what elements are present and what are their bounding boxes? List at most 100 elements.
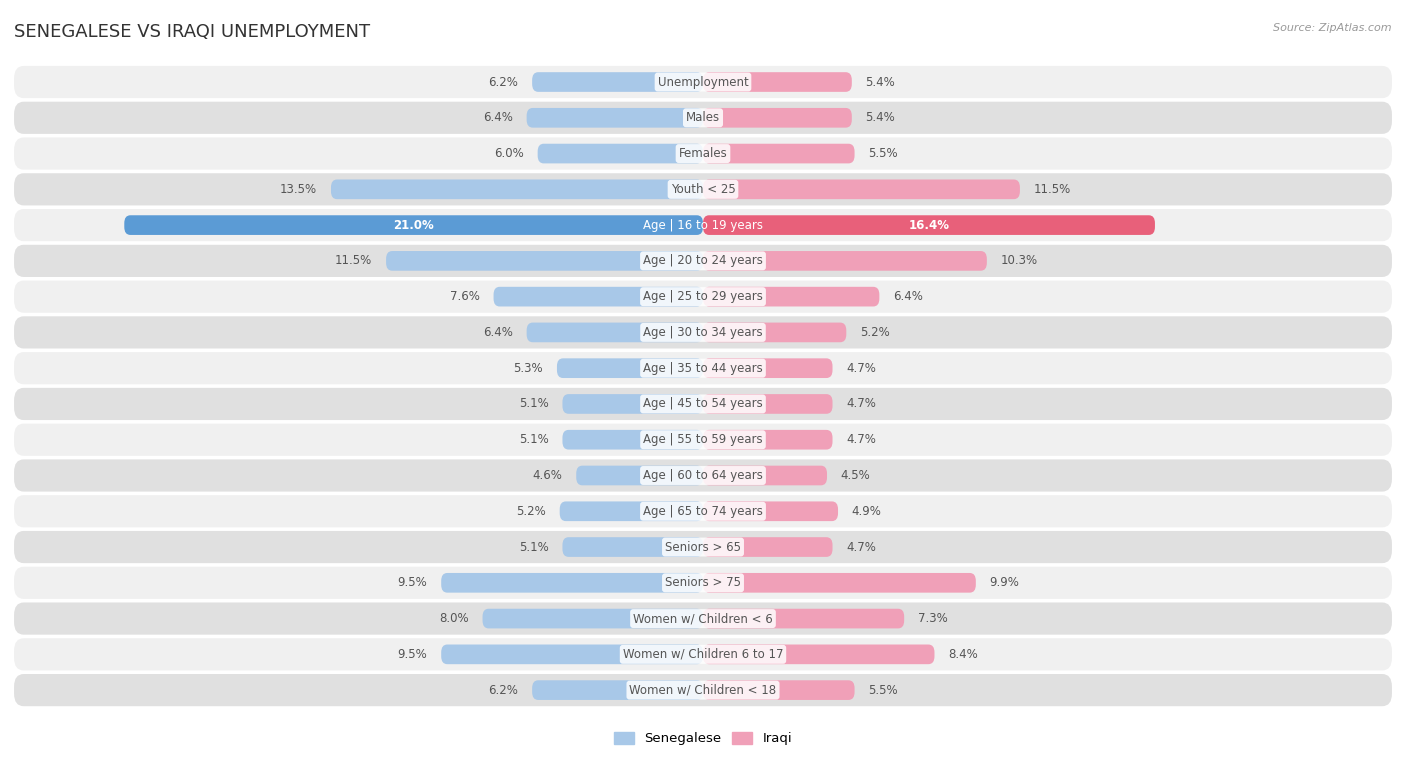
FancyBboxPatch shape xyxy=(527,108,703,128)
FancyBboxPatch shape xyxy=(14,138,1392,170)
Text: 21.0%: 21.0% xyxy=(394,219,434,232)
FancyBboxPatch shape xyxy=(14,245,1392,277)
FancyBboxPatch shape xyxy=(531,681,703,700)
FancyBboxPatch shape xyxy=(14,638,1392,671)
Text: Women w/ Children < 18: Women w/ Children < 18 xyxy=(630,684,776,696)
FancyBboxPatch shape xyxy=(14,209,1392,241)
Text: Age | 65 to 74 years: Age | 65 to 74 years xyxy=(643,505,763,518)
FancyBboxPatch shape xyxy=(387,251,703,271)
Text: 6.0%: 6.0% xyxy=(494,147,524,160)
FancyBboxPatch shape xyxy=(703,681,855,700)
FancyBboxPatch shape xyxy=(562,537,703,557)
FancyBboxPatch shape xyxy=(14,352,1392,385)
FancyBboxPatch shape xyxy=(527,322,703,342)
FancyBboxPatch shape xyxy=(703,644,935,664)
FancyBboxPatch shape xyxy=(703,466,827,485)
Text: 9.9%: 9.9% xyxy=(990,576,1019,589)
FancyBboxPatch shape xyxy=(330,179,703,199)
FancyBboxPatch shape xyxy=(494,287,703,307)
FancyBboxPatch shape xyxy=(14,531,1392,563)
Legend: Senegalese, Iraqi: Senegalese, Iraqi xyxy=(609,727,797,750)
FancyBboxPatch shape xyxy=(482,609,703,628)
FancyBboxPatch shape xyxy=(14,495,1392,528)
Text: Males: Males xyxy=(686,111,720,124)
FancyBboxPatch shape xyxy=(562,394,703,414)
Text: 5.2%: 5.2% xyxy=(516,505,546,518)
Text: 7.6%: 7.6% xyxy=(450,290,479,303)
FancyBboxPatch shape xyxy=(124,215,703,235)
FancyBboxPatch shape xyxy=(14,66,1392,98)
FancyBboxPatch shape xyxy=(557,358,703,378)
FancyBboxPatch shape xyxy=(703,573,976,593)
Text: Women w/ Children 6 to 17: Women w/ Children 6 to 17 xyxy=(623,648,783,661)
FancyBboxPatch shape xyxy=(441,573,703,593)
Text: Seniors > 65: Seniors > 65 xyxy=(665,540,741,553)
Text: 6.4%: 6.4% xyxy=(484,111,513,124)
Text: 6.4%: 6.4% xyxy=(484,326,513,339)
Text: SENEGALESE VS IRAQI UNEMPLOYMENT: SENEGALESE VS IRAQI UNEMPLOYMENT xyxy=(14,23,370,41)
Text: Seniors > 75: Seniors > 75 xyxy=(665,576,741,589)
Text: 13.5%: 13.5% xyxy=(280,183,318,196)
FancyBboxPatch shape xyxy=(14,388,1392,420)
FancyBboxPatch shape xyxy=(14,173,1392,205)
FancyBboxPatch shape xyxy=(14,316,1392,348)
Text: Age | 20 to 24 years: Age | 20 to 24 years xyxy=(643,254,763,267)
FancyBboxPatch shape xyxy=(703,501,838,521)
FancyBboxPatch shape xyxy=(14,603,1392,634)
FancyBboxPatch shape xyxy=(703,358,832,378)
Text: 4.7%: 4.7% xyxy=(846,433,876,446)
Text: 4.5%: 4.5% xyxy=(841,469,870,482)
Text: 5.5%: 5.5% xyxy=(869,684,898,696)
Text: 10.3%: 10.3% xyxy=(1001,254,1038,267)
FancyBboxPatch shape xyxy=(14,459,1392,491)
Text: 5.1%: 5.1% xyxy=(519,540,548,553)
FancyBboxPatch shape xyxy=(537,144,703,164)
Text: 5.3%: 5.3% xyxy=(513,362,543,375)
FancyBboxPatch shape xyxy=(703,537,832,557)
FancyBboxPatch shape xyxy=(703,108,852,128)
FancyBboxPatch shape xyxy=(441,644,703,664)
FancyBboxPatch shape xyxy=(14,674,1392,706)
Text: 5.4%: 5.4% xyxy=(866,76,896,89)
Text: Source: ZipAtlas.com: Source: ZipAtlas.com xyxy=(1274,23,1392,33)
FancyBboxPatch shape xyxy=(703,251,987,271)
Text: 5.5%: 5.5% xyxy=(869,147,898,160)
Text: 9.5%: 9.5% xyxy=(398,648,427,661)
FancyBboxPatch shape xyxy=(703,179,1019,199)
Text: Age | 16 to 19 years: Age | 16 to 19 years xyxy=(643,219,763,232)
Text: 4.9%: 4.9% xyxy=(852,505,882,518)
FancyBboxPatch shape xyxy=(703,322,846,342)
Text: 4.7%: 4.7% xyxy=(846,540,876,553)
Text: Age | 55 to 59 years: Age | 55 to 59 years xyxy=(643,433,763,446)
FancyBboxPatch shape xyxy=(576,466,703,485)
Text: 5.2%: 5.2% xyxy=(860,326,890,339)
FancyBboxPatch shape xyxy=(560,501,703,521)
Text: 4.7%: 4.7% xyxy=(846,362,876,375)
FancyBboxPatch shape xyxy=(703,144,855,164)
Text: 6.2%: 6.2% xyxy=(488,684,519,696)
Text: Females: Females xyxy=(679,147,727,160)
Text: Age | 35 to 44 years: Age | 35 to 44 years xyxy=(643,362,763,375)
FancyBboxPatch shape xyxy=(703,394,832,414)
Text: 6.2%: 6.2% xyxy=(488,76,519,89)
Text: 8.0%: 8.0% xyxy=(439,612,468,625)
FancyBboxPatch shape xyxy=(14,281,1392,313)
Text: 8.4%: 8.4% xyxy=(948,648,979,661)
Text: 16.4%: 16.4% xyxy=(908,219,949,232)
Text: Women w/ Children < 6: Women w/ Children < 6 xyxy=(633,612,773,625)
Text: 9.5%: 9.5% xyxy=(398,576,427,589)
FancyBboxPatch shape xyxy=(14,567,1392,599)
Text: 11.5%: 11.5% xyxy=(1033,183,1071,196)
Text: 5.1%: 5.1% xyxy=(519,433,548,446)
Text: Age | 30 to 34 years: Age | 30 to 34 years xyxy=(643,326,763,339)
FancyBboxPatch shape xyxy=(14,101,1392,134)
FancyBboxPatch shape xyxy=(531,72,703,92)
Text: 5.1%: 5.1% xyxy=(519,397,548,410)
Text: Youth < 25: Youth < 25 xyxy=(671,183,735,196)
Text: 11.5%: 11.5% xyxy=(335,254,373,267)
FancyBboxPatch shape xyxy=(703,215,1154,235)
Text: 7.3%: 7.3% xyxy=(918,612,948,625)
Text: 4.6%: 4.6% xyxy=(533,469,562,482)
Text: 6.4%: 6.4% xyxy=(893,290,922,303)
Text: 5.4%: 5.4% xyxy=(866,111,896,124)
